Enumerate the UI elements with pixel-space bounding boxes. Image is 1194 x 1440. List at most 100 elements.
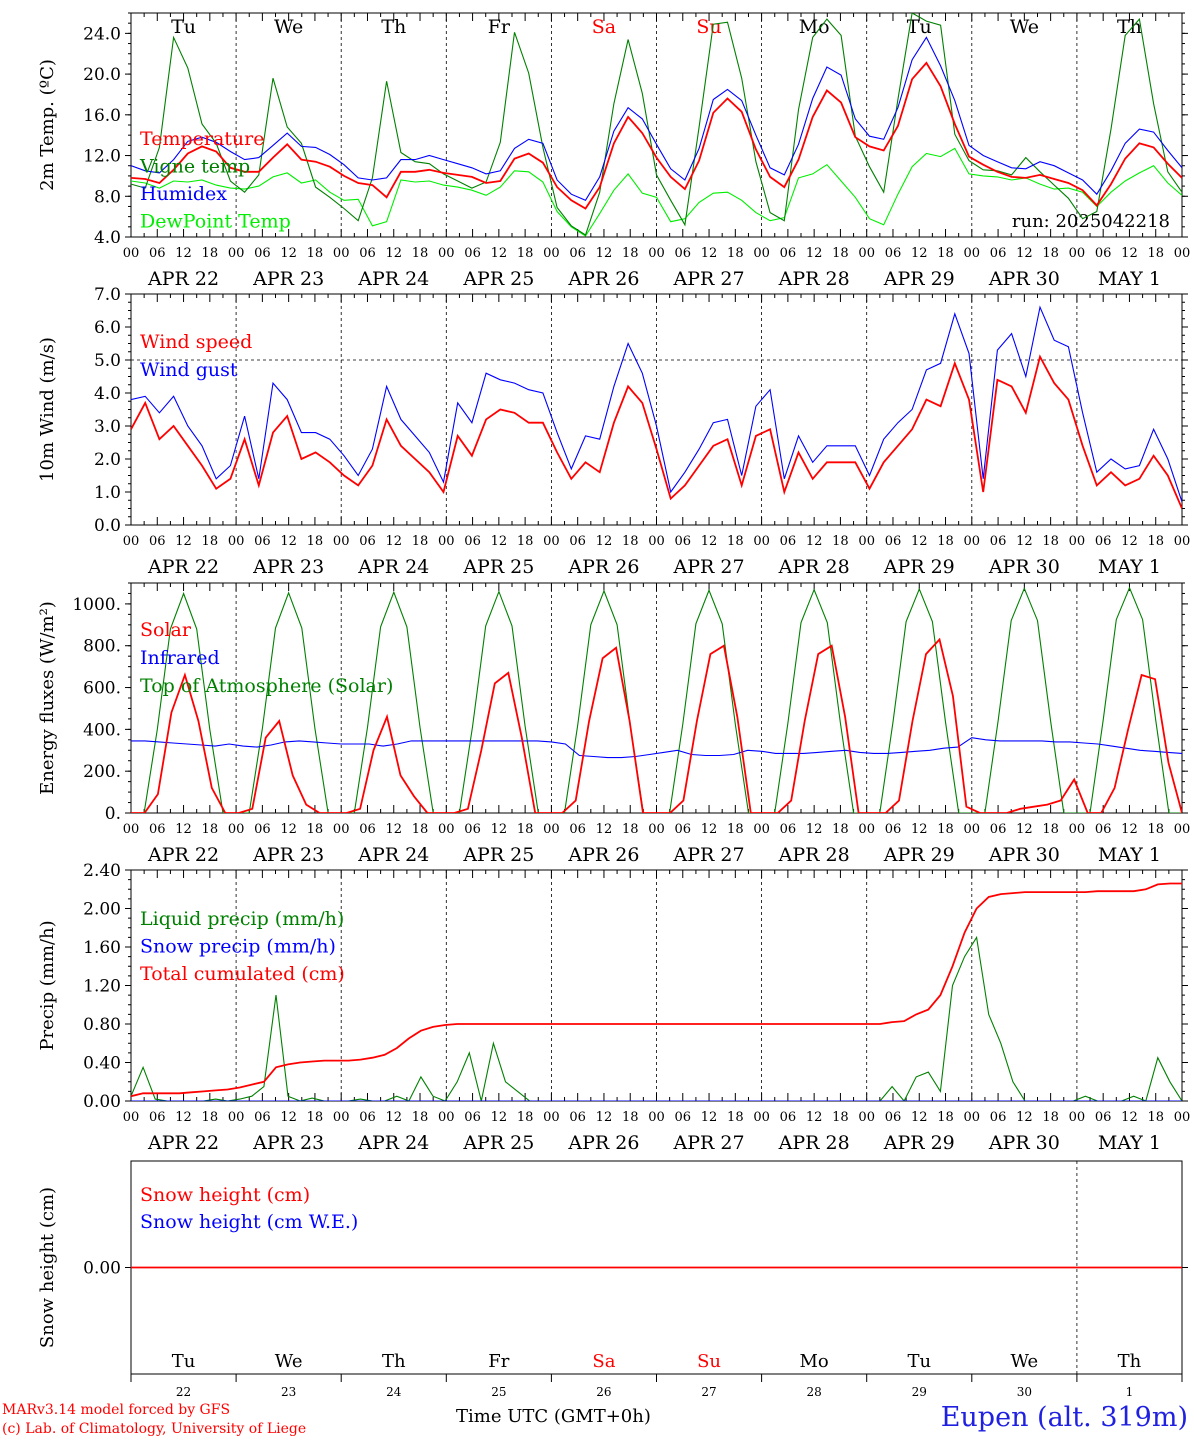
series-line-vigne-temp bbox=[131, 13, 1182, 236]
series-line-wind-gust bbox=[131, 305, 1182, 503]
x-hour-label: 00 bbox=[964, 246, 981, 261]
x-hour-label: 12 bbox=[806, 822, 823, 837]
x-hour-label: 18 bbox=[202, 822, 219, 837]
x-hour-label: 18 bbox=[307, 246, 324, 261]
series-line-temperature bbox=[131, 61, 1182, 210]
y-tick-label: 600. bbox=[83, 679, 121, 699]
x-hour-label: 00 bbox=[123, 822, 140, 837]
x-hour-label: 12 bbox=[911, 1110, 928, 1125]
x-date-label: APR 26 bbox=[567, 844, 639, 866]
x-hour-label: 12 bbox=[806, 246, 823, 261]
x-date-label: APR 30 bbox=[988, 268, 1060, 290]
x-hour-label: 06 bbox=[149, 534, 166, 549]
weekday-label: Fr bbox=[488, 1351, 509, 1372]
x-hour-label: 06 bbox=[780, 246, 797, 261]
series-line-top-of-atmosphere-solar- bbox=[131, 586, 1182, 813]
x-hour-label: 06 bbox=[359, 534, 376, 549]
x-hour-label: 18 bbox=[307, 822, 324, 837]
y-axis-label: 10m Wind (m/s) bbox=[37, 337, 58, 482]
x-date-label: APR 24 bbox=[357, 268, 429, 290]
x-hour-label: 12 bbox=[491, 534, 508, 549]
y-tick-label: 7.0 bbox=[94, 285, 121, 305]
x-hour-label: 18 bbox=[202, 1110, 219, 1125]
x-hour-label: 12 bbox=[701, 1110, 718, 1125]
y-tick-label: 2.0 bbox=[94, 450, 121, 470]
weekday-label: Sa bbox=[592, 16, 616, 38]
y-tick-label: 0.40 bbox=[83, 1054, 121, 1074]
x-hour-label: 18 bbox=[202, 534, 219, 549]
x-date-label: APR 22 bbox=[147, 844, 219, 866]
legend-entry: Temperature bbox=[140, 128, 264, 150]
x-date-label: APR 23 bbox=[252, 268, 324, 290]
x-hour-label: 12 bbox=[596, 246, 613, 261]
series-line-infrared bbox=[131, 737, 1182, 759]
y-tick-label: 16.0 bbox=[83, 106, 121, 126]
x-hour-label: 06 bbox=[990, 246, 1007, 261]
x-hour-label: 18 bbox=[727, 534, 744, 549]
x-hour-label: 06 bbox=[569, 822, 586, 837]
x-hour-label: 00 bbox=[753, 246, 770, 261]
x-date-label: APR 27 bbox=[673, 556, 745, 578]
x-date-label: APR 25 bbox=[462, 844, 534, 866]
x-date-label: APR 29 bbox=[883, 268, 955, 290]
x-hour-label: 00 bbox=[1069, 246, 1086, 261]
day-number-label: 1 bbox=[1126, 1385, 1134, 1399]
x-hour-label: 18 bbox=[937, 246, 954, 261]
time-axis-label: Time UTC (GMT+0h) bbox=[456, 1406, 651, 1427]
x-hour-label: 18 bbox=[1042, 1110, 1059, 1125]
x-hour-label: 12 bbox=[596, 822, 613, 837]
x-hour-label: 06 bbox=[885, 246, 902, 261]
weekday-label: Su bbox=[696, 16, 721, 38]
day-number-label: 27 bbox=[701, 1385, 716, 1399]
y-tick-label: 400. bbox=[83, 720, 121, 740]
x-date-label: APR 22 bbox=[147, 556, 219, 578]
x-hour-label: 12 bbox=[385, 822, 402, 837]
x-date-label: APR 23 bbox=[252, 556, 324, 578]
x-hour-label: 06 bbox=[1095, 534, 1112, 549]
x-hour-label: 00 bbox=[648, 1110, 665, 1125]
y-tick-label: 8.0 bbox=[94, 187, 121, 207]
x-hour-label: 06 bbox=[675, 822, 692, 837]
series-line-liquid-precip-mm-h- bbox=[131, 935, 1182, 1101]
x-date-label: APR 24 bbox=[357, 556, 429, 578]
x-date-label: APR 23 bbox=[252, 844, 324, 866]
x-hour-label: 06 bbox=[569, 1110, 586, 1125]
x-date-label: APR 29 bbox=[883, 844, 955, 866]
x-hour-label: 12 bbox=[385, 1110, 402, 1125]
x-hour-label: 00 bbox=[753, 822, 770, 837]
weekday-label: We bbox=[1011, 1351, 1039, 1372]
y-tick-label: 0.80 bbox=[83, 1015, 121, 1035]
x-hour-label: 06 bbox=[254, 822, 271, 837]
x-hour-label: 18 bbox=[517, 534, 534, 549]
x-hour-label: 18 bbox=[307, 1110, 324, 1125]
x-hour-label: 06 bbox=[464, 534, 481, 549]
x-hour-label: 00 bbox=[964, 822, 981, 837]
x-hour-label: 00 bbox=[753, 1110, 770, 1125]
weekday-label: Fr bbox=[488, 16, 511, 38]
x-hour-label: 00 bbox=[648, 822, 665, 837]
legend-entry: Solar bbox=[140, 619, 192, 641]
legend-entry: Liquid precip (mm/h) bbox=[140, 908, 344, 930]
x-hour-label: 18 bbox=[622, 1110, 639, 1125]
x-hour-label: 06 bbox=[885, 534, 902, 549]
x-hour-label: 12 bbox=[911, 246, 928, 261]
x-hour-label: 06 bbox=[885, 822, 902, 837]
series-line-wind-speed bbox=[131, 354, 1182, 509]
x-date-label: APR 27 bbox=[673, 268, 745, 290]
day-number-label: 22 bbox=[176, 1385, 191, 1399]
x-hour-label: 18 bbox=[412, 246, 429, 261]
x-hour-label: 18 bbox=[517, 246, 534, 261]
x-hour-label: 00 bbox=[438, 534, 455, 549]
day-number-label: 24 bbox=[386, 1385, 402, 1399]
x-hour-label: 00 bbox=[333, 822, 350, 837]
x-hour-label: 06 bbox=[1095, 246, 1112, 261]
y-tick-label: 12.0 bbox=[83, 147, 121, 167]
day-number-label: 23 bbox=[281, 1385, 296, 1399]
weekday-label: We bbox=[1010, 16, 1039, 38]
x-hour-label: 00 bbox=[858, 534, 875, 549]
x-hour-label: 00 bbox=[543, 246, 560, 261]
x-hour-label: 00 bbox=[1174, 822, 1191, 837]
y-tick-label: 4.0 bbox=[94, 384, 121, 404]
x-hour-label: 00 bbox=[858, 822, 875, 837]
